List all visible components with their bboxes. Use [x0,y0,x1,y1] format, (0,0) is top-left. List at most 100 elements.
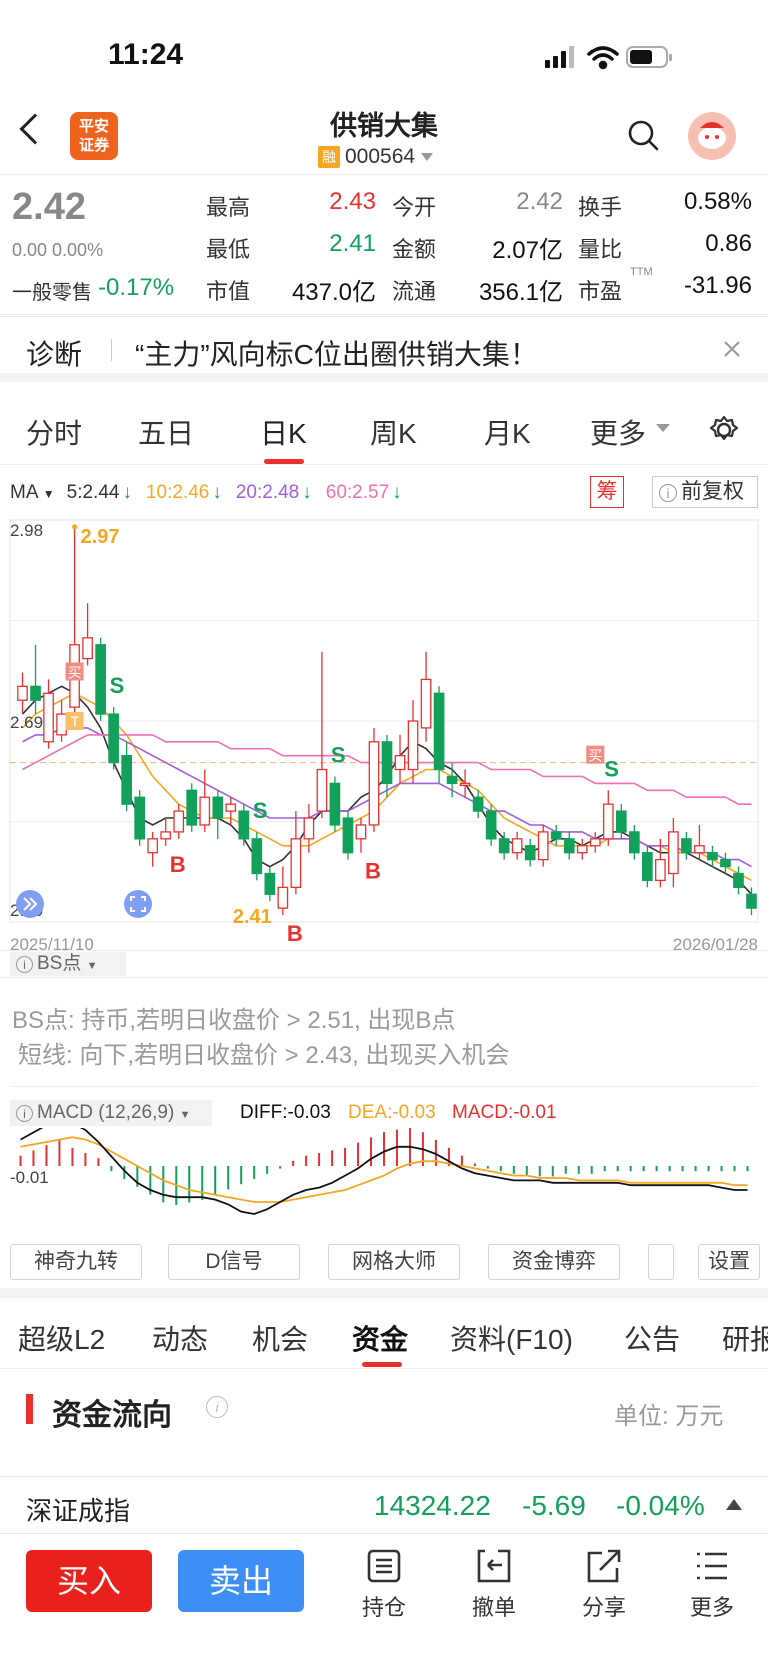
period-high-label: 2.97 [81,526,120,548]
tab-active-indicator [362,1362,402,1367]
detail-tab-2[interactable]: 机会 [252,1324,309,1355]
detail-tab-0[interactable]: 超级L2 [18,1324,106,1355]
tab-1[interactable]: 五日 [138,418,195,449]
macd-diff: DIFF:-0.03 [240,1102,331,1123]
quote-label: 市值 [206,279,251,304]
candle [147,831,159,867]
indicator-button-1[interactable]: D信号 [168,1244,300,1280]
tab-4[interactable]: 月K [484,418,531,449]
candle [329,776,341,832]
close-icon[interactable] [722,339,742,359]
cancel-order-button[interactable]: 撤单 [464,1548,524,1622]
detail-tab-4[interactable]: 资料(F10) [450,1324,573,1355]
candle [238,804,250,846]
ma-label: MA [10,482,38,503]
macd-dropdown[interactable]: i MACD (12,26,9) ▼ [10,1100,212,1126]
section-marker [26,1394,33,1424]
candle [368,727,380,832]
chevron-down-icon [656,424,670,432]
sell-button[interactable]: 卖出 [178,1550,304,1612]
quote-value: -31.96 [683,272,752,299]
cancel-order-icon [477,1549,511,1583]
positions-button[interactable]: 持仓 [354,1548,414,1622]
candle [264,866,276,902]
index-ticker-bar[interactable]: 深证成指 14324.22 -5.69 -0.04% [0,1476,768,1534]
tab-0[interactable]: 分时 [26,418,83,449]
macd-axis-label: -0.01 [10,1168,49,1187]
quote-label: 最高 [206,195,251,220]
assistant-avatar-icon[interactable] [688,112,736,160]
wifi-icon [587,46,619,70]
quote-value: 2.07亿 [492,237,563,264]
divider [0,977,768,978]
candle [681,831,692,860]
buy-badge: 买 [586,745,605,765]
sector-change: -0.17% [98,274,175,301]
bs-dropdown[interactable]: i BS点 ▼ [10,952,126,976]
candle [277,866,289,916]
candle [746,887,757,916]
ma-selector[interactable]: MA ▼ [10,482,55,503]
collapse-left-icon[interactable] [16,890,44,918]
candle [212,790,224,839]
detail-tab-1[interactable]: 动态 [152,1324,209,1355]
ma-value: 20:2.48 ↓ [236,482,312,504]
chevron-down-icon [421,153,434,161]
candle [498,831,510,860]
tab-5[interactable]: 更多 [590,418,647,449]
candle [733,866,744,895]
fund-flow-unit: 单位: 万元 [614,1403,724,1430]
divider [0,1288,768,1298]
info-icon: i [16,1105,33,1122]
candle [628,824,640,860]
indicator-button-4[interactable] [648,1244,674,1280]
y-tick-label: 2.98 [10,521,43,540]
broker-logo: 平安证券 [70,112,118,160]
fullscreen-icon[interactable] [124,890,152,918]
sell-signal-marker: S [110,673,125,698]
info-icon[interactable]: i [206,1396,228,1418]
more-label: 更多 [689,1595,734,1620]
indicator-button-3[interactable]: 资金博弈 [488,1244,620,1280]
indicator-button-2[interactable]: 网格大师 [328,1244,460,1280]
candle [655,838,666,888]
index-value: 14324.22 [374,1490,491,1521]
candle [303,804,315,853]
svg-text:T: T [71,713,80,729]
settings-gear-icon[interactable] [708,414,740,446]
search-icon[interactable] [626,118,662,154]
ma-value-text: 5:2.44 [66,482,120,503]
price-adjust-button[interactable]: i 前复权 [652,476,758,508]
tab-3[interactable]: 周K [370,418,417,449]
macd-dea: DEA:-0.03 [348,1102,436,1123]
candle [316,651,328,819]
candle [342,811,354,860]
quote-value: 2.43 [329,188,376,215]
chip-distribution-button[interactable]: 筹 [590,476,624,508]
ma-value: 5:2.44 ↓ [67,482,132,504]
positions-label: 持仓 [361,1595,406,1620]
candle [472,790,484,819]
macd-chart[interactable] [0,1128,768,1238]
detail-tab-3[interactable]: 资金 [352,1324,409,1355]
candle [485,804,497,846]
diagnosis-label: 诊断 [26,339,83,370]
diagnosis-banner[interactable]: 诊断 “主力”风向标C位出圈供销大集！ [0,316,768,382]
down-arrow-icon: ↓ [302,482,312,503]
divider [10,1086,758,1087]
kline-chart[interactable]: 买TSBSBSBS买2.982.692.402.972.412025/11/10… [0,516,768,956]
more-button[interactable]: 更多 [682,1548,742,1622]
tab-2[interactable]: 日K [260,418,307,449]
indicator-button-5[interactable]: 设置 [698,1244,760,1280]
candle [433,686,445,784]
detail-tab-5[interactable]: 公告 [624,1324,681,1355]
detail-tab-6[interactable]: 研报 [722,1324,768,1355]
indicator-button-0[interactable]: 神奇九转 [10,1244,142,1280]
stock-code-row[interactable]: 融 000564 [318,145,434,169]
quote-label-sup: TTM [630,266,653,278]
share-button[interactable]: 分享 [574,1548,634,1622]
buy-button[interactable]: 买入 [26,1550,152,1612]
candle [694,824,705,860]
candle [537,824,549,867]
divider [0,174,768,175]
